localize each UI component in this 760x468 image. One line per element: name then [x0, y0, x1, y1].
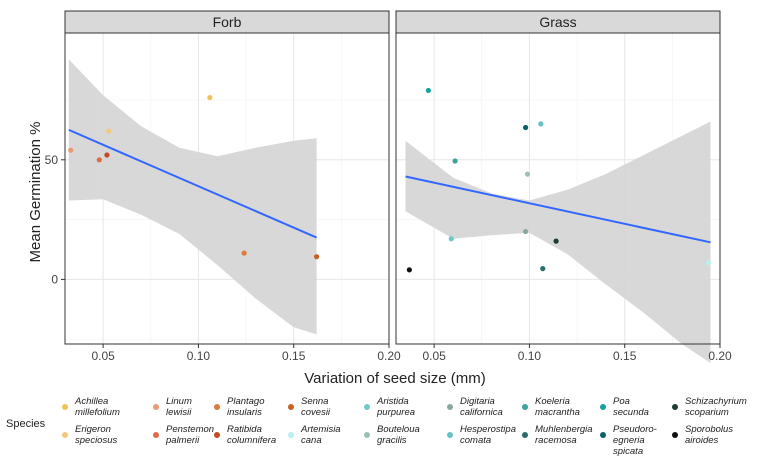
panel-strip-title: Forb	[213, 14, 242, 30]
panel-border	[64, 32, 390, 345]
legend-label: Erigeron speciosus	[75, 424, 118, 446]
data-point: Poa secunda	[425, 87, 431, 94]
x-tick-label: 0.05	[91, 349, 115, 363]
data-point: Schizachyrium scoparium	[553, 238, 559, 244]
data-point: Artemisia cana	[705, 260, 712, 266]
legend-key-dot	[62, 404, 68, 410]
legend-key-dot	[214, 404, 220, 410]
legend-key-dot	[522, 404, 528, 410]
legend-key-dot	[214, 432, 220, 438]
data-point: Plantago insularis	[241, 250, 247, 256]
legend-key-dot	[62, 432, 68, 438]
data-point: Muhlenbergia racemosa	[540, 266, 546, 272]
legend-label: Artemisia cana	[301, 424, 341, 446]
y-tick-label: 50	[45, 153, 59, 167]
legend-key-dot	[153, 432, 159, 438]
legend-key-dot	[672, 432, 678, 438]
legend-label: Aristida purpurea	[377, 396, 416, 418]
legend-label: Hesperostipa comata	[460, 424, 516, 446]
data-point: Bouteloua gracilis	[524, 171, 531, 177]
legend-label: Sporobolus airoides	[685, 424, 734, 446]
trend-line	[68, 128, 317, 239]
legend-key-dot	[288, 432, 294, 438]
data-point: Sporobolus airoides	[406, 267, 412, 273]
data-point: Senna covesii	[313, 254, 320, 260]
panel-forb: Forb Achillea millefolium Erigeron specios…	[45, 10, 401, 363]
data-point: Erigeron speciosus	[106, 128, 112, 134]
confidence-band	[68, 59, 317, 335]
legend-key-dot	[153, 404, 159, 410]
legend-label: Ratibida columnifera	[227, 424, 277, 446]
data-point: Linum lewisii	[68, 147, 74, 153]
trend-line	[405, 175, 711, 244]
legend-key-dot	[522, 432, 528, 438]
legend-label: Digitaria californica	[460, 396, 503, 418]
species-legend: Species Achillea millefolium Erigeron speci…	[0, 390, 760, 468]
legend-label: Achillea millefolium	[75, 396, 120, 418]
legend-key-dot	[600, 432, 606, 438]
legend-key-dot	[364, 432, 370, 438]
x-tick-label: 0.10	[187, 349, 211, 363]
x-tick-label: 0.10	[518, 349, 542, 363]
legend-key-dot	[672, 404, 678, 410]
x-tick-label: 0.15	[282, 349, 306, 363]
data-point: Ratibida columnifera	[104, 152, 110, 158]
panel-grass: Grass Aristida purpurea Bouteloua gracilis…	[395, 10, 732, 364]
x-tick-label: 0.20	[377, 349, 401, 363]
legend-label: Koeleria macrantha	[535, 396, 580, 418]
legend-key-dot	[364, 404, 370, 410]
panel-border	[395, 32, 721, 345]
legend-label: Bouteloua gracilis	[377, 424, 420, 446]
x-tick-label: 0.20	[708, 349, 732, 363]
data-point: Penstemon palmerii	[96, 157, 102, 163]
y-tick-label: 0	[51, 272, 58, 286]
data-point: Koeleria macrantha	[452, 158, 458, 164]
legend-key-dot	[288, 404, 294, 410]
legend-key-dot	[600, 404, 606, 410]
x-tick-label: 0.05	[422, 349, 446, 363]
legend-label: Penstemon palmerii	[166, 424, 215, 446]
data-point: Achillea millefolium	[207, 94, 213, 101]
x-axis-title: Variation of seed size (mm)	[304, 370, 485, 387]
data-point: Hesperostipa comata	[538, 121, 544, 127]
legend-key-dot	[447, 432, 453, 438]
panel-strip-title: Grass	[539, 14, 576, 30]
legend-label: Muhlenbergia racemosa	[535, 424, 593, 446]
legend-label: Schizachyrium scoparium	[685, 396, 747, 418]
legend-label: Poa secunda	[613, 396, 649, 418]
x-tick-label: 0.15	[613, 349, 637, 363]
legend-key-dot	[447, 404, 453, 410]
data-point: Aristida purpurea	[448, 236, 454, 242]
legend-label: Plantago insularis	[227, 396, 265, 418]
legend-label: Senna covesii	[301, 396, 331, 418]
legend-title: Species	[6, 418, 46, 430]
y-axis-title: Mean Germination %	[27, 122, 44, 263]
legend-label: Pseudoro-egneria spicata	[613, 424, 657, 457]
legend-label: Linum lewisii	[166, 396, 192, 418]
data-point: Digitaria californica	[523, 228, 529, 235]
data-point: Pseudoroegneria spicata	[523, 124, 529, 131]
